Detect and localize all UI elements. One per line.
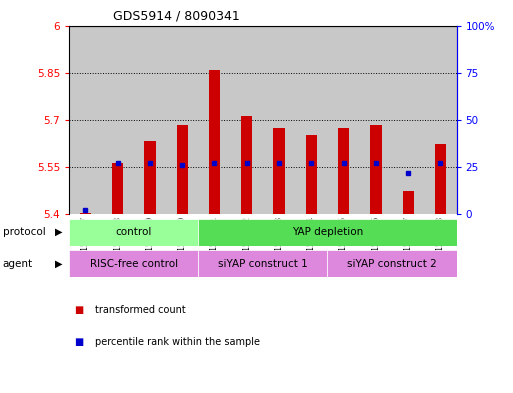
Bar	[134, 26, 166, 214]
Text: ■: ■	[74, 337, 84, 347]
Bar	[69, 250, 199, 277]
Text: control: control	[115, 227, 152, 237]
Bar	[263, 26, 295, 214]
Bar	[199, 250, 327, 277]
Bar	[241, 116, 252, 214]
Bar	[199, 219, 457, 246]
Bar	[80, 213, 91, 214]
Text: ■: ■	[74, 305, 84, 316]
Bar	[166, 26, 199, 214]
Bar	[327, 250, 457, 277]
Text: protocol: protocol	[3, 227, 45, 237]
Bar	[295, 26, 327, 214]
Text: percentile rank within the sample: percentile rank within the sample	[95, 337, 260, 347]
Bar	[424, 26, 457, 214]
Text: ▶: ▶	[55, 227, 63, 237]
Bar	[102, 26, 134, 214]
Bar	[403, 191, 414, 214]
Text: ▶: ▶	[55, 259, 63, 269]
Bar	[435, 144, 446, 214]
Text: transformed count: transformed count	[95, 305, 186, 316]
Text: GDS5914 / 8090341: GDS5914 / 8090341	[113, 10, 240, 23]
Bar	[176, 125, 188, 214]
Bar	[69, 219, 199, 246]
Bar	[327, 26, 360, 214]
Bar	[273, 129, 285, 214]
Text: siYAP construct 1: siYAP construct 1	[218, 259, 308, 269]
Text: siYAP construct 2: siYAP construct 2	[347, 259, 437, 269]
Bar	[360, 26, 392, 214]
Bar	[392, 26, 424, 214]
Text: RISC-free control: RISC-free control	[90, 259, 178, 269]
Text: agent: agent	[3, 259, 33, 269]
Bar	[112, 163, 123, 214]
Text: YAP depletion: YAP depletion	[292, 227, 363, 237]
Bar	[231, 26, 263, 214]
Bar	[338, 129, 349, 214]
Bar	[69, 26, 102, 214]
Bar	[209, 70, 220, 214]
Bar	[306, 135, 317, 214]
Bar	[370, 125, 382, 214]
Bar	[199, 26, 231, 214]
Bar	[144, 141, 155, 214]
